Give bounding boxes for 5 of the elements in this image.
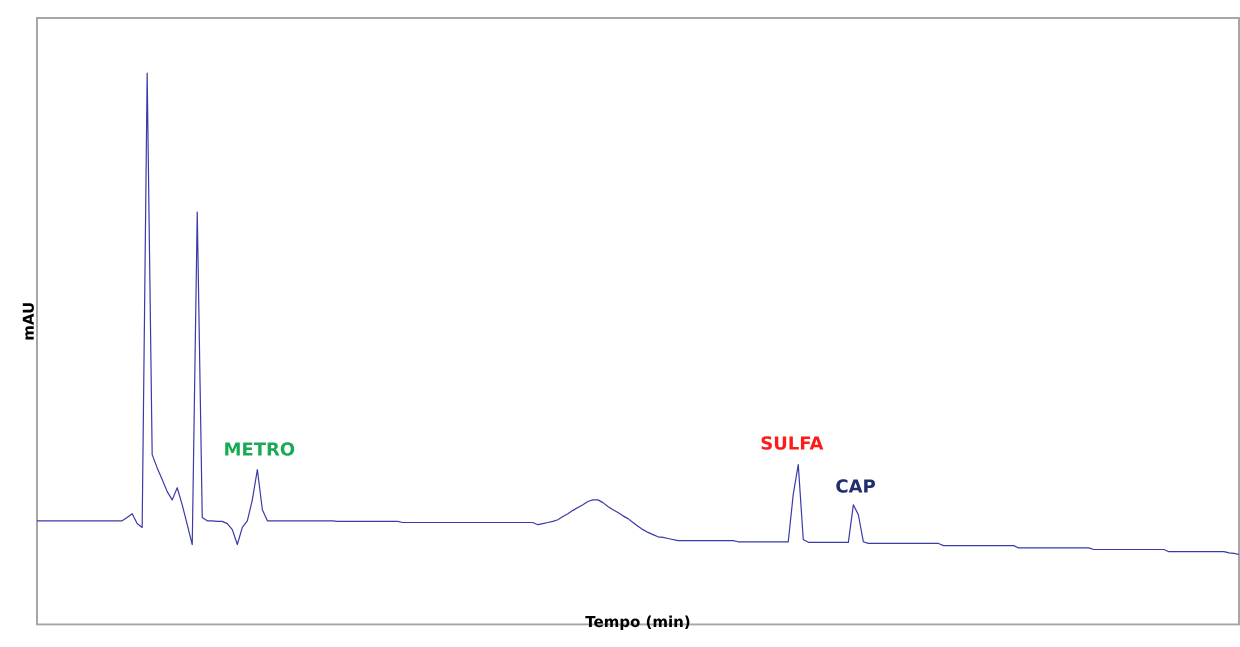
annotation: SULFA — [761, 435, 824, 450]
x-axis-title: Tempo (min) — [585, 615, 690, 630]
annotation: METRO — [225, 442, 295, 456]
y-axis-title: mAU — [22, 302, 34, 340]
annotation: CAP — [836, 478, 875, 493]
